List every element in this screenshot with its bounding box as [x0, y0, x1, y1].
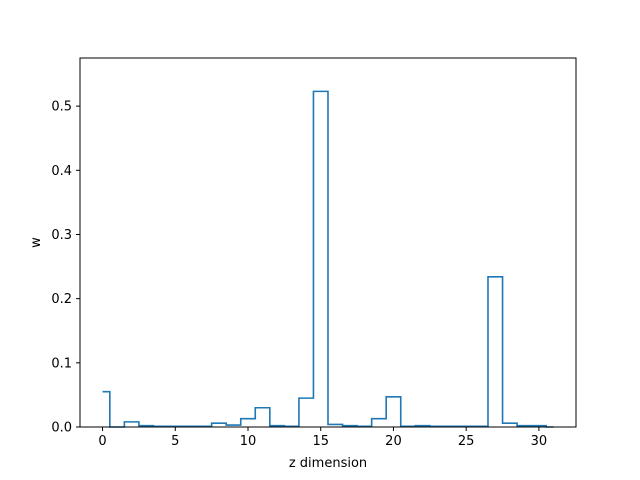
x-tick-label: 25: [458, 434, 475, 449]
y-tick-label: 0.0: [51, 421, 72, 436]
y-axis-label: w: [29, 237, 44, 248]
x-tick-label: 0: [98, 434, 106, 449]
series-0-step-line: [102, 90, 554, 428]
y-tick-label: 0.3: [51, 228, 72, 243]
x-tick-label: 30: [531, 434, 548, 449]
y-tick-label: 0.4: [51, 164, 72, 179]
x-axis-label: z dimension: [289, 456, 367, 471]
x-tick-label: 15: [312, 434, 329, 449]
x-tick-label: 5: [171, 434, 179, 449]
y-tick-label: 0.5: [51, 100, 72, 115]
y-tick-label: 0.2: [51, 292, 72, 307]
axes-frame: [79, 57, 577, 428]
x-tick-label: 10: [240, 434, 257, 449]
y-tick-label: 0.1: [51, 356, 72, 371]
x-tick-label: 20: [385, 434, 402, 449]
